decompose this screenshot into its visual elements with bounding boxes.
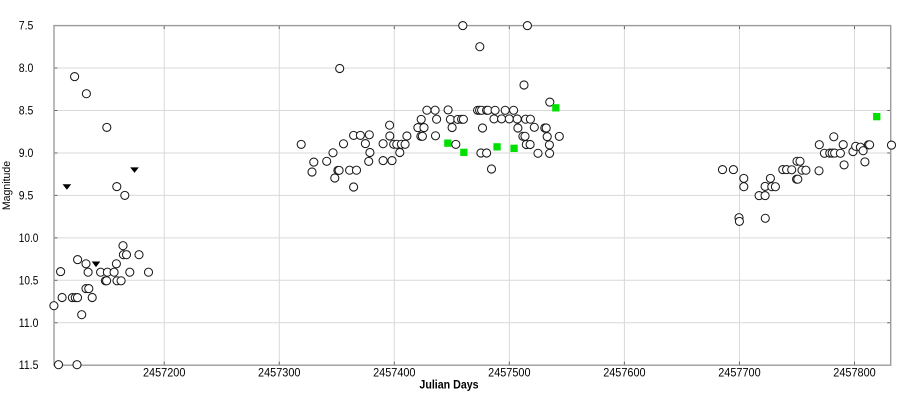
svg-text:2457200: 2457200 — [143, 367, 185, 379]
svg-text:11.0: 11.0 — [19, 318, 39, 330]
svg-text:10.5: 10.5 — [19, 275, 39, 287]
svg-text:9.5: 9.5 — [19, 190, 34, 202]
svg-text:2457800: 2457800 — [833, 367, 875, 379]
svg-text:8.5: 8.5 — [19, 106, 34, 118]
svg-text:2457400: 2457400 — [373, 367, 415, 379]
svg-text:2457300: 2457300 — [258, 367, 300, 379]
svg-text:8.0: 8.0 — [19, 63, 34, 75]
svg-text:9.0: 9.0 — [19, 148, 34, 160]
svg-text:7.5: 7.5 — [19, 21, 34, 33]
svg-text:Julian Days: Julian Days — [419, 380, 478, 392]
svg-text:Magnitude: Magnitude — [1, 161, 13, 210]
svg-text:2457500: 2457500 — [488, 367, 530, 379]
svg-text:11.5: 11.5 — [19, 360, 39, 372]
svg-text:2457700: 2457700 — [718, 367, 760, 379]
svg-text:2457600: 2457600 — [603, 367, 645, 379]
svg-text:10.0: 10.0 — [19, 233, 39, 245]
